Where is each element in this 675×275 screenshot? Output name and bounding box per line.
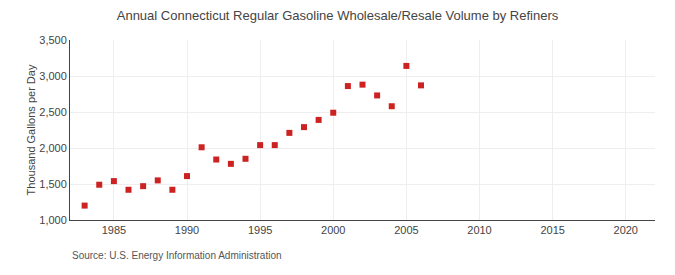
svg-text:2005: 2005 (394, 224, 418, 236)
svg-text:1,500: 1,500 (39, 178, 67, 190)
svg-text:2010: 2010 (467, 224, 491, 236)
svg-text:1990: 1990 (175, 224, 199, 236)
svg-text:2015: 2015 (540, 224, 564, 236)
svg-text:Source: U.S. Energy Informatio: Source: U.S. Energy Information Administ… (72, 250, 282, 261)
svg-text:2000: 2000 (321, 224, 345, 236)
svg-text:2,500: 2,500 (39, 106, 67, 118)
svg-text:3,500: 3,500 (39, 34, 67, 46)
svg-text:1,000: 1,000 (39, 214, 67, 226)
svg-text:Annual Connecticut Regular Gas: Annual Connecticut Regular Gasoline Whol… (117, 8, 559, 23)
svg-text:3,000: 3,000 (39, 70, 67, 82)
svg-text:1995: 1995 (248, 224, 272, 236)
svg-text:2,000: 2,000 (39, 142, 67, 154)
svg-text:2020: 2020 (614, 224, 638, 236)
svg-text:1985: 1985 (102, 224, 126, 236)
svg-text:Thousand Gallons per Day: Thousand Gallons per Day (25, 64, 37, 195)
